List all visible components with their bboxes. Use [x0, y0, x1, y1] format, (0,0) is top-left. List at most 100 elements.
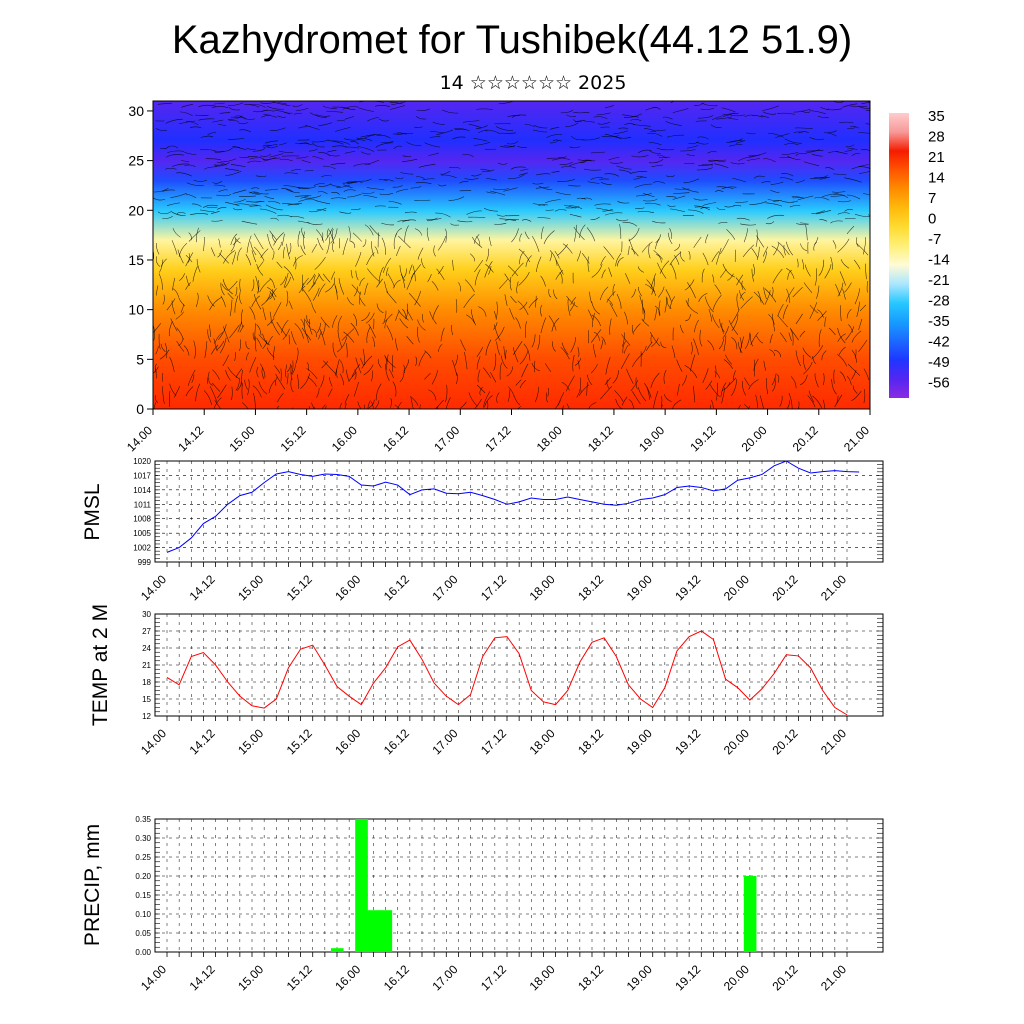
wind-streamline [162, 215, 173, 219]
cross-section-x-tick-label: 16.00 [329, 423, 360, 454]
wind-streamline [218, 238, 221, 248]
wind-streamline [313, 183, 325, 186]
x-tick-label: 19.00 [624, 726, 655, 757]
wind-streamline [274, 110, 290, 115]
x-tick-label: 15.12 [284, 962, 315, 993]
wind-streamline [846, 225, 855, 235]
wind-streamline [166, 298, 176, 311]
wind-streamline [464, 177, 479, 180]
wind-streamline [650, 129, 666, 132]
wind-streamline [493, 353, 497, 371]
wind-streamline [185, 386, 194, 397]
wind-streamline [211, 106, 229, 109]
wind-streamline [500, 355, 508, 369]
wind-streamline [795, 350, 801, 367]
wind-streamline [711, 399, 714, 409]
wind-streamline [249, 205, 258, 207]
wind-streamline [211, 219, 223, 222]
wind-streamline [573, 226, 585, 240]
wind-streamline [322, 273, 331, 283]
wind-streamline [192, 266, 198, 282]
wind-streamline [658, 156, 670, 159]
wind-streamline [570, 297, 577, 305]
wind-streamline [513, 395, 521, 406]
wind-streamline [515, 379, 522, 386]
wind-streamline [288, 334, 290, 345]
wind-streamline [631, 324, 634, 335]
wind-streamline [775, 133, 790, 138]
wind-streamline [540, 275, 546, 287]
wind-streamline [295, 347, 299, 364]
x-tick-label: 15.00 [235, 572, 266, 603]
wind-streamline [743, 228, 748, 243]
wind-streamline [742, 244, 754, 258]
wind-streamline [261, 114, 271, 118]
wind-streamline [363, 364, 374, 376]
wind-streamline [656, 253, 662, 263]
wind-streamline [657, 154, 667, 159]
wind-streamline [366, 187, 385, 190]
wind-streamline [254, 323, 257, 340]
wind-streamline [355, 270, 359, 281]
wind-streamline [721, 186, 737, 190]
x-tick-label: 14.12 [187, 962, 218, 993]
wind-streamline [858, 339, 868, 352]
wind-streamline [396, 132, 407, 135]
wind-streamline [330, 197, 347, 200]
wind-streamline [266, 288, 277, 302]
wind-streamline [372, 336, 375, 347]
wind-streamline [643, 198, 658, 202]
wind-streamline [855, 349, 857, 359]
wind-streamline [693, 236, 702, 248]
wind-streamline [702, 202, 717, 206]
wind-streamline [659, 260, 670, 274]
wind-streamline [253, 392, 256, 409]
wind-streamline [709, 384, 720, 397]
wind-streamline [744, 332, 751, 350]
wind-streamline [378, 179, 388, 181]
wind-streamline [362, 178, 372, 182]
precip-bar [743, 876, 757, 952]
wind-streamline [634, 207, 645, 209]
wind-streamline [781, 173, 794, 177]
wind-streamline [403, 359, 410, 372]
wind-streamline [600, 339, 604, 350]
wind-streamline [332, 242, 335, 252]
wind-streamline [424, 350, 432, 359]
wind-streamline [770, 181, 784, 185]
wind-streamline [630, 118, 642, 122]
wind-streamline [630, 248, 639, 257]
wind-streamline [208, 324, 211, 338]
wind-streamline [650, 372, 660, 389]
wind-streamline [264, 140, 279, 144]
wind-streamline [294, 256, 297, 270]
wind-streamline [440, 170, 451, 175]
wind-streamline [175, 311, 184, 320]
wind-streamline [301, 327, 309, 343]
wind-streamline [379, 193, 394, 195]
wind-streamline [858, 318, 863, 330]
wind-streamline [159, 349, 170, 360]
wind-streamline [229, 299, 233, 317]
wind-streamline [361, 355, 373, 369]
wind-streamline [763, 360, 767, 371]
wind-streamline [705, 380, 713, 390]
wind-streamline [707, 340, 715, 351]
wind-streamline [412, 265, 416, 282]
wind-streamline [844, 148, 854, 152]
wind-streamline [744, 114, 754, 118]
wind-streamline [455, 298, 458, 313]
wind-streamline [837, 333, 846, 342]
wind-streamline [334, 277, 338, 293]
wind-streamline [809, 110, 827, 115]
wind-streamline [371, 370, 374, 382]
pmsl-y-tick-label: 1020 [133, 457, 151, 466]
wind-streamline [811, 210, 825, 214]
wind-streamline [246, 147, 256, 150]
wind-streamline [790, 376, 797, 389]
wind-streamline [277, 102, 288, 105]
wind-streamline [198, 118, 215, 121]
wind-streamline [290, 378, 294, 393]
wind-streamline [198, 104, 216, 108]
wind-streamline [369, 225, 381, 237]
